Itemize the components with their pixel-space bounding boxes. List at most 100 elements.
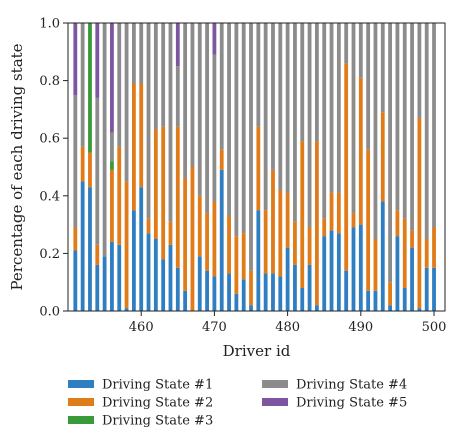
bar-segment-461-state-2 (146, 218, 151, 234)
bar-segment-472-state-1 (227, 273, 231, 311)
bar-segment-488-state-2 (344, 63, 349, 271)
bar-segment-453-state-3 (88, 23, 92, 153)
bar-segment-462-state-2 (153, 129, 158, 239)
bar-segment-459-state-1 (131, 210, 136, 311)
bar-segment-472-state-4 (227, 23, 231, 216)
bar-segment-494-state-2 (388, 282, 392, 306)
bar-segment-497-state-4 (410, 23, 414, 231)
bar-segment-460-state-1 (139, 187, 144, 311)
bar-segment-463-state-1 (161, 259, 166, 311)
bar-segment-470-state-5 (212, 23, 217, 55)
bar-segment-466-state-1 (183, 290, 188, 311)
bar-segment-474-state-2 (241, 233, 246, 280)
legend-swatch-state-1 (68, 380, 94, 388)
bar-segment-477-state-1 (263, 273, 268, 311)
bar-segment-470-state-4 (212, 54, 217, 202)
bar-segment-454-state-4 (95, 97, 100, 245)
bar-segment-476-state-2 (256, 126, 261, 211)
bar-segment-487-state-4 (336, 23, 341, 193)
bar-segment-464-state-1 (168, 244, 173, 311)
bar-segment-484-state-4 (314, 23, 319, 142)
bar-segment-452-state-2 (80, 146, 85, 182)
bar-segment-453-state-1 (88, 187, 92, 311)
x-tick-label: 500 (422, 320, 447, 335)
bar-segment-484-state-1 (314, 305, 319, 311)
bar-segment-498-state-1 (417, 308, 422, 311)
bar-segment-493-state-1 (380, 201, 385, 311)
bar-segment-477-state-4 (263, 23, 268, 211)
bar-segment-491-state-1 (366, 290, 371, 311)
bar-segment-487-state-1 (336, 233, 341, 311)
legend-swatch-state-5 (262, 398, 288, 406)
y-axis: 0.0 0.2 0.4 0.6 0.8 1.0 (39, 17, 68, 320)
bar-segment-498-state-2 (417, 118, 422, 309)
bar-segment-489-state-4 (351, 23, 356, 214)
bar-segment-474-state-1 (241, 279, 246, 311)
x-axis-label: Driver id (223, 342, 291, 360)
bar-segment-456-state-2 (110, 169, 114, 242)
bar-segment-486-state-2 (329, 192, 334, 231)
bar-segment-483-state-2 (307, 227, 312, 265)
bar-segment-480-state-4 (285, 23, 290, 193)
bar-segment-456-state-1 (110, 241, 114, 311)
bar-segment-456-state-4 (110, 132, 114, 162)
bar-segment-486-state-1 (329, 230, 334, 311)
x-axis: 460 470 480 490 500 (129, 311, 447, 335)
bar-segment-499-state-4 (424, 23, 429, 239)
bar-segment-455-state-4 (102, 23, 107, 257)
bar-segment-458-state-2 (124, 181, 129, 309)
legend-label-state-4: Driving State #4 (296, 378, 407, 393)
bar-segment-456-state-5 (110, 23, 114, 133)
bar-segment-465-state-4 (175, 66, 180, 127)
bar-segment-496-state-4 (402, 23, 407, 219)
bar-segment-469-state-4 (205, 23, 209, 214)
bar-segment-457-state-1 (117, 244, 122, 311)
bar-segment-493-state-2 (380, 112, 385, 202)
bar-segment-466-state-2 (183, 178, 188, 291)
bar-segment-482-state-4 (300, 23, 305, 142)
bar-segment-464-state-4 (168, 23, 173, 222)
legend-label-state-3: Driving State #3 (102, 414, 213, 429)
bar-segment-484-state-2 (314, 141, 319, 306)
bar-segment-491-state-4 (366, 23, 371, 150)
bar-segment-493-state-4 (380, 23, 385, 113)
bar-segment-500-state-4 (432, 23, 436, 228)
bar-segment-481-state-1 (293, 264, 297, 311)
bar-segment-471-state-2 (219, 149, 224, 170)
y-tick-label: 0.8 (39, 74, 60, 89)
bar-segment-472-state-2 (227, 215, 231, 274)
bar-segment-491-state-2 (366, 149, 371, 291)
x-tick-label: 490 (348, 320, 373, 335)
bar-segment-499-state-1 (424, 267, 429, 311)
bar-segment-459-state-2 (131, 83, 136, 211)
bar-segment-453-state-2 (88, 152, 92, 188)
bar-segment-463-state-4 (161, 23, 166, 127)
bar-segment-494-state-4 (388, 23, 392, 283)
legend-swatch-state-3 (68, 416, 94, 424)
bar-segment-482-state-2 (300, 141, 305, 288)
bar-segment-467-state-2 (190, 167, 195, 311)
bar-segment-476-state-4 (256, 23, 261, 127)
bar-segment-490-state-1 (358, 224, 363, 311)
bar-segment-454-state-5 (95, 23, 100, 98)
bar-segment-452-state-4 (80, 23, 85, 147)
bar-segment-460-state-4 (139, 23, 144, 84)
legend-label-state-2: Driving State #2 (102, 396, 213, 411)
bar-segment-496-state-1 (402, 287, 407, 311)
bar-segment-469-state-2 (205, 213, 209, 271)
bar-segment-489-state-2 (351, 213, 356, 228)
bar-segment-457-state-2 (117, 146, 122, 245)
legend-swatch-state-2 (68, 398, 94, 406)
bar-segment-470-state-2 (212, 201, 217, 277)
bar-segment-469-state-1 (205, 270, 209, 311)
bar-segment-478-state-4 (271, 23, 275, 170)
bar-segment-471-state-1 (219, 169, 224, 311)
bar-segment-462-state-1 (153, 239, 158, 311)
bar-segment-492-state-4 (373, 23, 378, 239)
bar-segment-479-state-2 (278, 190, 283, 277)
bar-segment-451-state-5 (73, 23, 78, 95)
bar-segment-473-state-1 (234, 293, 239, 311)
bar-segment-454-state-1 (95, 264, 100, 311)
bar-segment-468-state-1 (197, 256, 202, 311)
bar-segment-485-state-2 (322, 218, 327, 237)
